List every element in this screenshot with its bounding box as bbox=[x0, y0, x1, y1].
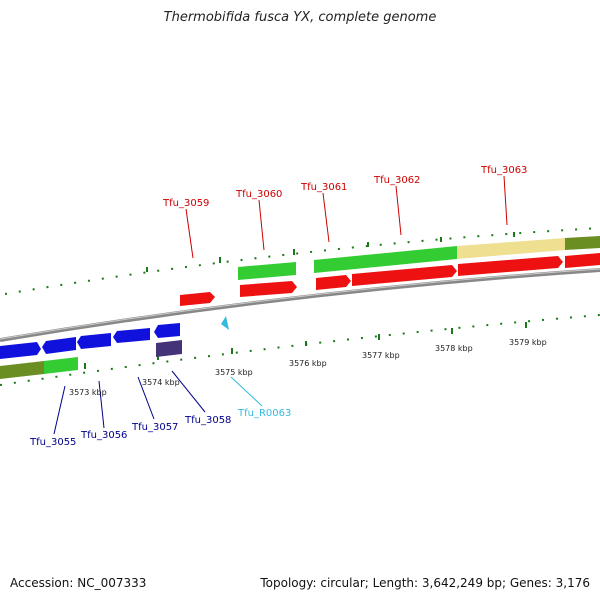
gene-band-olive-top[interactable] bbox=[565, 236, 600, 250]
gene-label-tfu-3055: Tfu_3055 bbox=[29, 437, 76, 448]
gene-label-tfu-3061: Tfu_3061 bbox=[300, 182, 347, 193]
gene-label-tfu-3063: Tfu_3063 bbox=[480, 165, 527, 176]
tick-label-3573: 3573 kbp bbox=[69, 388, 107, 397]
gene-band-3055[interactable] bbox=[44, 357, 78, 374]
accession: Accession: NC_007333 bbox=[10, 576, 147, 590]
tick-label-3578: 3578 kbp bbox=[435, 344, 473, 353]
tick-label-3575: 3575 kbp bbox=[215, 368, 253, 377]
pseudo-gene[interactable] bbox=[156, 340, 182, 357]
gene-label-tfu-r0063: Tfu_R0063 bbox=[237, 408, 291, 419]
cds-3055[interactable] bbox=[0, 342, 41, 359]
gene-label-tfu-3058: Tfu_3058 bbox=[184, 415, 231, 426]
cds-3059[interactable] bbox=[180, 292, 215, 306]
cds-3061[interactable] bbox=[316, 275, 351, 290]
cds-3057a[interactable] bbox=[77, 333, 111, 349]
cds-3056[interactable] bbox=[42, 337, 76, 354]
gene-label-tfu-3057: Tfu_3057 bbox=[131, 422, 178, 433]
page-title: Thermobifida fusca YX, complete genome bbox=[163, 10, 437, 25]
gene-band-3060[interactable] bbox=[238, 262, 296, 280]
rna-marker[interactable] bbox=[221, 316, 229, 330]
cds-3057b[interactable] bbox=[113, 328, 150, 343]
gene-band-olive-bottom[interactable] bbox=[0, 361, 44, 379]
tick-label-3576: 3576 kbp bbox=[289, 359, 327, 368]
cds-3060[interactable] bbox=[240, 281, 297, 297]
cds-3058[interactable] bbox=[154, 323, 180, 338]
genome-summary: Topology: circular; Length: 3,642,249 bp… bbox=[260, 576, 590, 590]
gene-band-3061-3062[interactable] bbox=[314, 246, 457, 273]
gene-label-tfu-3060: Tfu_3060 bbox=[235, 189, 282, 200]
genome-backbone bbox=[0, 268, 600, 342]
cds-3064[interactable] bbox=[565, 253, 600, 268]
gene-label-tfu-3056: Tfu_3056 bbox=[80, 430, 127, 441]
cds-3063[interactable] bbox=[458, 256, 563, 276]
gene-band-3063[interactable] bbox=[457, 238, 565, 259]
tick-label-3577: 3577 kbp bbox=[362, 351, 400, 360]
tick-label-3574: 3574 kbp bbox=[142, 378, 180, 387]
gene-label-tfu-3062: Tfu_3062 bbox=[373, 175, 420, 186]
gene-label-tfu-3059: Tfu_3059 bbox=[162, 198, 209, 209]
tick-label-3579: 3579 kbp bbox=[509, 338, 547, 347]
cds-3062[interactable] bbox=[352, 265, 457, 286]
